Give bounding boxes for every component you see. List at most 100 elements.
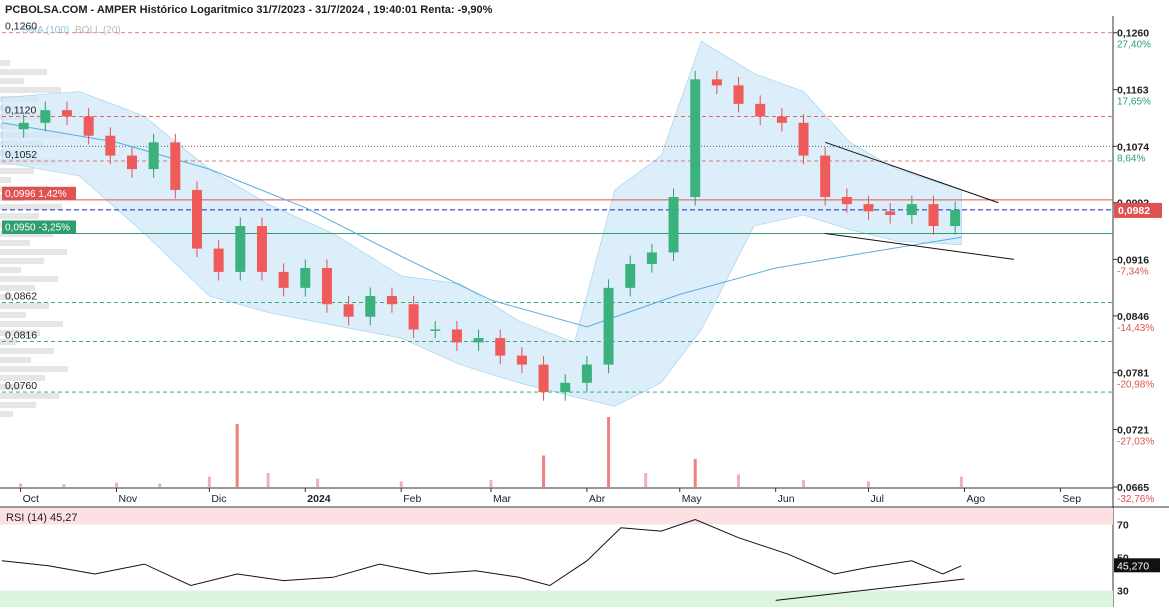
x-tick-label: Jul <box>871 493 884 505</box>
volume-profile-bar <box>0 357 31 363</box>
volume-profile-bar <box>0 78 24 84</box>
candle-body <box>386 295 397 305</box>
left-axis-label: 0,0816 <box>5 330 37 342</box>
volume-bar <box>693 459 697 487</box>
right-axis-price: 0,0665 <box>1117 482 1149 494</box>
x-tick-label: Ago <box>966 493 985 505</box>
volume-profile-bar <box>0 168 34 174</box>
volume-profile-bar <box>0 312 26 318</box>
candle-body <box>343 304 354 317</box>
candle-body <box>148 142 159 170</box>
candle-body <box>126 155 137 170</box>
candle-body <box>430 329 441 331</box>
volume-profile-bar <box>0 258 44 264</box>
candle-body <box>755 103 766 117</box>
x-tick-label: Oct <box>23 493 39 505</box>
volume-bar <box>316 478 320 487</box>
candle-body <box>841 197 852 205</box>
right-axis-pct: -20,98% <box>1117 380 1154 391</box>
rsi-line <box>1 518 962 587</box>
volume-bar <box>867 481 871 487</box>
volume-profile-bar <box>0 69 47 75</box>
volume-bar <box>959 476 963 487</box>
candle-body <box>18 122 29 130</box>
candle-body <box>625 264 636 288</box>
right-axis-price: 0,1074 <box>1117 141 1149 153</box>
candle-body <box>451 329 462 343</box>
volume-profile-bar <box>0 411 13 417</box>
volume-profile-bar <box>0 267 21 273</box>
volume-profile-bar <box>0 348 54 354</box>
level_lower-badge <box>2 220 76 234</box>
left-axis-label: 0,1120 <box>5 104 36 116</box>
volume-bar <box>207 476 211 487</box>
candle-body <box>711 79 722 86</box>
volume-profile-bar <box>0 366 68 372</box>
candle-body <box>105 135 116 156</box>
candle-body <box>235 226 246 272</box>
candle-body <box>538 364 549 393</box>
right-axis-pct: -27,03% <box>1117 437 1154 448</box>
right-axis-price: 0,1163 <box>1117 85 1149 97</box>
candle-body <box>646 252 657 265</box>
candle-body <box>928 204 939 227</box>
x-tick-label: 2024 <box>307 493 331 505</box>
legend-sma: SMA (100) <box>22 25 69 36</box>
volume-bar <box>235 424 239 487</box>
right-axis-pct: 8,64% <box>1117 153 1145 164</box>
candle-body <box>83 116 94 136</box>
x-tick-label: Dic <box>211 493 226 505</box>
right-axis-pct: 17,65% <box>1117 97 1151 108</box>
candle-body <box>170 142 181 190</box>
volume-profile-bar <box>0 213 39 219</box>
candle-body <box>690 79 701 198</box>
volume-bar <box>802 480 806 487</box>
x-tick-label: Mar <box>493 493 512 505</box>
volume-bar <box>542 455 546 487</box>
candle-body <box>798 122 809 156</box>
candle-body <box>820 155 831 198</box>
volume-profile-bar <box>0 177 11 183</box>
x-tick-label: Jun <box>778 493 795 505</box>
rsi-value: 45,270 <box>1117 560 1149 572</box>
volume-profile-bar <box>0 294 12 300</box>
right-axis-price: 0,0916 <box>1117 254 1149 266</box>
left-axis-label: 0,0862 <box>5 291 37 303</box>
volume-profile-bar <box>0 339 17 345</box>
volume-profile-bar <box>0 240 30 246</box>
rsi-oversold-zone <box>0 590 1113 607</box>
candle-body <box>256 226 267 272</box>
rsi-value-badge <box>1114 558 1160 573</box>
left-axis-label: 0,1052 <box>5 149 37 161</box>
candle-body <box>906 204 917 216</box>
candle-body <box>776 116 787 123</box>
candle-body <box>603 287 614 365</box>
volume-bar <box>62 484 66 487</box>
volume-profile-bar <box>0 276 58 282</box>
volume-profile-bar <box>0 321 63 327</box>
volume-profile-bar <box>0 402 36 408</box>
rsi-label: RSI (14) 45,27 <box>6 512 78 524</box>
volume-profile-bar <box>0 330 40 336</box>
volume-profile-bar <box>0 204 62 210</box>
volume-profile-bar <box>0 249 67 255</box>
candle-body <box>733 85 744 104</box>
candle-body <box>560 382 571 393</box>
bollinger-band <box>1 40 962 407</box>
candle-body <box>300 267 311 288</box>
volume-bar <box>115 482 119 487</box>
candle-body <box>668 197 679 253</box>
rsi-level-label: 30 <box>1117 586 1129 598</box>
candle-body <box>863 204 874 212</box>
right-axis-pct: -14,43% <box>1117 323 1154 334</box>
volume-bar <box>607 417 611 487</box>
volume-profile-bar <box>0 60 10 66</box>
trendline <box>825 141 999 204</box>
right-axis-pct: 27,40% <box>1117 40 1151 51</box>
volume-bar <box>266 473 270 487</box>
right-axis-pct: -7,34% <box>1117 266 1149 277</box>
level_lower-value: 0,0950 -3,25% <box>5 222 70 233</box>
right-axis-price: 0,0846 <box>1117 311 1149 323</box>
volume-profile-bar <box>0 285 35 291</box>
right-axis-price: 0,0721 <box>1117 425 1149 437</box>
